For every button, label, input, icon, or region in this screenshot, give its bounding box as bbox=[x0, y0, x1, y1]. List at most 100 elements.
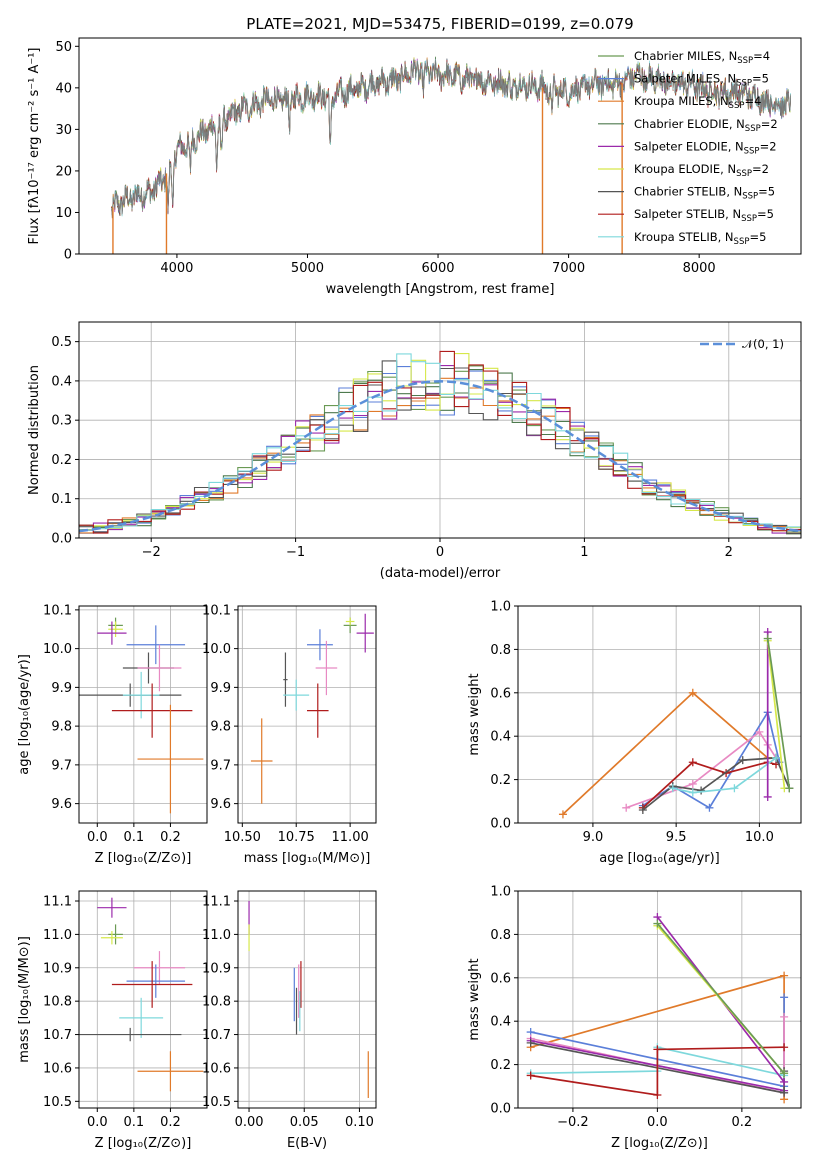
y-tick-label: 9.7 bbox=[210, 758, 231, 773]
y-tick-label: 0.4 bbox=[490, 1015, 511, 1030]
weight-marker bbox=[653, 1045, 662, 1054]
x-tick-label: 7000 bbox=[552, 261, 585, 276]
y-tick-label: 40 bbox=[55, 81, 72, 96]
legend-entry-label: Salpeter MILES, NSSP=5 bbox=[634, 72, 769, 89]
plot-area-mass_vs_ebv bbox=[248, 901, 369, 1098]
x-tick-label: 2 bbox=[725, 545, 733, 560]
weight-marker bbox=[668, 784, 677, 793]
weight-series-line bbox=[642, 757, 791, 811]
weight-series-line bbox=[530, 1046, 785, 1096]
x-tick-label: 6000 bbox=[421, 261, 454, 276]
errorbar-point bbox=[307, 629, 333, 661]
x-tick-label: −1 bbox=[286, 545, 305, 560]
chart-title: PLATE=2021, MJD=53475, FIBERID=0199, z=0… bbox=[246, 15, 633, 33]
y-tick-label: 0.2 bbox=[490, 773, 511, 788]
axes-frame bbox=[78, 321, 802, 539]
errorbar-point bbox=[283, 679, 310, 711]
errorbar-point bbox=[122, 671, 160, 719]
x-tick-label: 5000 bbox=[291, 261, 324, 276]
y-tick-label: 0.2 bbox=[51, 453, 72, 468]
x-tick-label: 0.0 bbox=[87, 830, 108, 845]
gaussian-curve bbox=[79, 380, 801, 533]
weight-marker bbox=[780, 1088, 789, 1097]
axes-frame bbox=[517, 890, 802, 1109]
panel-age_vs_mass: 10.50 10.75 11.00 9.6 9.7 9.8 9.9 10.0 10.1 mass … bbox=[202, 603, 377, 866]
y-tick-label: 10.0 bbox=[202, 642, 231, 657]
weight-marker bbox=[780, 1043, 789, 1052]
errorbar-point bbox=[79, 1027, 182, 1042]
y-tick-label: 10.9 bbox=[43, 961, 72, 976]
weight-marker bbox=[763, 792, 772, 801]
axes-frame bbox=[237, 605, 377, 824]
legend-entry-label: 𝒩(0, 1) bbox=[742, 337, 784, 351]
errorbar-point bbox=[250, 718, 273, 804]
panel-mass_weight_vs_age: 9.0 9.5 10.0 0.0 0.2 0.4 0.6 0.8 1.0 age [log₁₀(a… bbox=[467, 600, 802, 866]
y-tick-label: 9.7 bbox=[51, 758, 72, 773]
y-tick-label: 0.5 bbox=[51, 335, 72, 350]
weight-marker bbox=[526, 1071, 535, 1080]
errorbar-point bbox=[111, 961, 193, 1008]
plot-area-mass_vs_z bbox=[79, 897, 204, 1092]
legend-entry-label: Salpeter ELODIE, NSSP=2 bbox=[634, 139, 777, 156]
errorbar-point bbox=[111, 683, 193, 738]
x-tick-label: 1 bbox=[580, 545, 588, 560]
y-tick-label: 0.8 bbox=[490, 643, 511, 658]
x-tick-label: 10.50 bbox=[224, 830, 261, 845]
weight-marker bbox=[730, 784, 739, 793]
panel-mass_vs_z: 0.0 0.1 0.2 10.5 10.6 10.7 10.8 10.9 11.0 11.1 Z [… bbox=[17, 890, 208, 1151]
x-tick-label: 0.0 bbox=[647, 1115, 668, 1130]
x-axis-label: age [log₁₀(age/yr)] bbox=[599, 851, 720, 866]
y-tick-label: 0.2 bbox=[490, 1058, 511, 1073]
x-axis-label: (data-model)/error bbox=[380, 566, 501, 581]
y-tick-label: 10.7 bbox=[43, 1028, 72, 1043]
y-tick-label: 11.1 bbox=[43, 895, 72, 910]
x-tick-label: 0.0 bbox=[87, 1115, 108, 1130]
y-tick-label: 11.0 bbox=[43, 928, 72, 943]
x-tick-label: 0.2 bbox=[160, 830, 181, 845]
y-tick-label: 9.9 bbox=[51, 681, 72, 696]
x-tick-label: 4000 bbox=[160, 261, 193, 276]
x-tick-label: 0 bbox=[436, 545, 444, 560]
errorbar-point bbox=[108, 621, 123, 637]
legend-entry-label: Kroupa MILES, NSSP=4 bbox=[634, 94, 761, 111]
y-tick-label: 1.0 bbox=[490, 600, 511, 615]
weight-marker bbox=[638, 805, 647, 814]
y-tick-label: 0.6 bbox=[490, 686, 511, 701]
weight-marker bbox=[780, 1069, 789, 1078]
y-tick-label: 9.8 bbox=[210, 720, 231, 735]
weight-series-line bbox=[672, 757, 777, 794]
x-tick-label: 8000 bbox=[683, 261, 716, 276]
panel-mass_weight_vs_z: −0.2 0.0 0.2 0.0 0.2 0.4 0.6 0.8 1.0 Z [log₁₀(Z/Z… bbox=[467, 885, 802, 1151]
axes-frame bbox=[78, 890, 208, 1109]
errorbar-point bbox=[137, 644, 182, 692]
axes-frame bbox=[237, 890, 377, 1109]
legend-entry-label: Kroupa STELIB, NSSP=5 bbox=[634, 230, 766, 247]
errorbar-point bbox=[315, 640, 338, 696]
errorbar-point bbox=[126, 625, 186, 665]
axes-frame bbox=[78, 605, 208, 824]
plot-area-mass_weight_vs_z bbox=[526, 913, 789, 1104]
y-tick-label: 0.0 bbox=[490, 817, 511, 832]
weight-marker bbox=[688, 788, 697, 797]
y-axis-label: mass weight bbox=[467, 958, 482, 1040]
y-tick-label: 11.0 bbox=[202, 928, 231, 943]
y-tick-label: 10.6 bbox=[43, 1061, 72, 1076]
panel-spectrum: 4000 5000 6000 7000 8000 0 10 20 30 40 50 wavelengt… bbox=[27, 15, 802, 297]
y-tick-label: 10.8 bbox=[43, 995, 72, 1010]
legend-entry-label: Salpeter STELIB, NSSP=5 bbox=[634, 207, 774, 224]
spectrum-data-line bbox=[111, 59, 791, 216]
errorbar-point bbox=[100, 931, 123, 945]
y-axis-label: Normed distribution bbox=[27, 365, 42, 495]
y-tick-label: 0.4 bbox=[51, 374, 72, 389]
legend-entry-label: Chabrier ELODIE, NSSP=2 bbox=[634, 117, 778, 134]
residuals-legend: 𝒩(0, 1) bbox=[700, 337, 784, 351]
legend-entry-label: Kroupa ELODIE, NSSP=2 bbox=[634, 162, 769, 179]
weight-series-line bbox=[625, 730, 777, 809]
y-tick-label: 10.0 bbox=[43, 642, 72, 657]
x-tick-label: 0.1 bbox=[124, 830, 145, 845]
panel-residuals: −2 −1 0 1 2 0.0 0.1 0.2 0.3 0.4 0.5 (data-model)/er… bbox=[27, 321, 802, 581]
weight-marker bbox=[780, 1012, 789, 1021]
y-tick-label: 0.0 bbox=[51, 532, 72, 547]
errorbar-point bbox=[307, 683, 329, 738]
